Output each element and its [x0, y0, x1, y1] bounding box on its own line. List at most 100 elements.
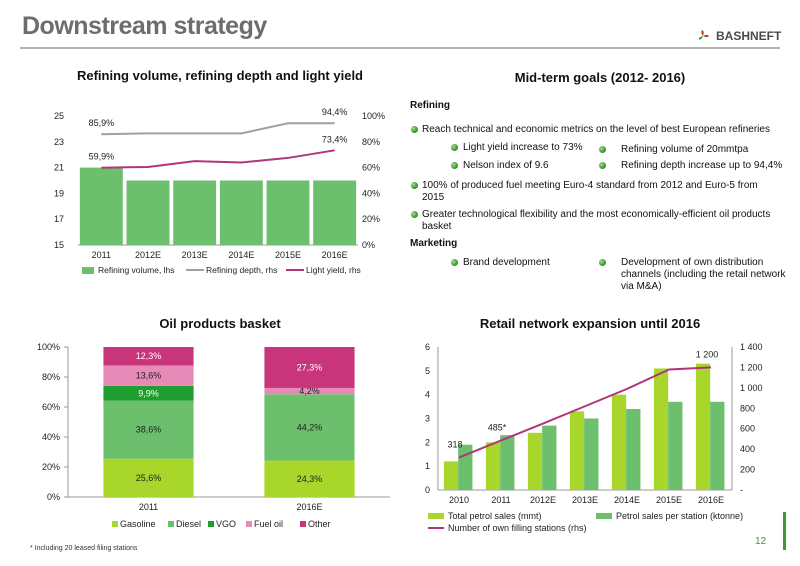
refining-chart: 15 17 19 21 23 25 0% 20% 40% 60% 80% 100% 2011 2012E 2… — [54, 107, 385, 275]
bullet-icon — [411, 182, 418, 189]
y-left-tick-label: 23 — [54, 137, 64, 147]
segment-label: 38,6% — [136, 425, 162, 435]
segment-label: 44,2% — [297, 422, 323, 432]
retail-chart-title: Retail network expansion until 2016 — [479, 316, 701, 331]
x-tick-label: 2015E — [275, 250, 301, 260]
vgo-segment — [103, 385, 194, 401]
logo-text: BASHNEFT — [716, 29, 782, 43]
legend-refining-volume-swatch — [82, 267, 94, 274]
page-accent-bar — [783, 512, 786, 550]
goal-sub-d: Refining depth increase up to 94,4% — [621, 160, 783, 171]
bullet-icon — [411, 211, 418, 218]
segment-label: 27,3% — [297, 362, 323, 372]
other-segment — [103, 347, 194, 366]
y-right-tick-label: - — [740, 485, 743, 495]
data-label: 59,9% — [89, 152, 115, 162]
goal-sub-b: Refining volume of 20mmtpa — [621, 144, 749, 155]
bullet-icon — [599, 259, 606, 266]
legend-other: Other — [308, 519, 331, 529]
x-tick-label: 2011 — [92, 250, 111, 260]
y-left-tick-label: 15 — [54, 240, 64, 250]
data-label: 73,4% — [322, 134, 348, 144]
retail-chart: 0 1 2 3 4 5 6 - 200 400 600 800 1 000 1 200 1 400 2010 2… — [425, 342, 763, 533]
goal-item-3: Greater technological flexibility and th… — [422, 209, 771, 232]
oil-basket-chart: 0% 20% 40% 60% 80% 100% 25,6% 38,6% 9,9% 13,6% 12,… — [37, 342, 390, 529]
x-tick-label: 2012E — [135, 250, 161, 260]
fuel-oil-segment — [264, 387, 355, 395]
legend-other-swatch — [300, 521, 306, 527]
data-label: 485* — [488, 422, 507, 432]
x-tick-label: 2013E — [572, 495, 598, 505]
y-tick-label: 80% — [42, 372, 60, 382]
legend-fuel-oil: Fuel oil — [254, 519, 283, 529]
bullet-icon — [451, 144, 458, 151]
x-tick-label: 2016E — [322, 250, 348, 260]
legend-petrol-per-station: Petrol sales per station (ktonne) — [616, 511, 743, 521]
y-left-tick-label: 25 — [54, 111, 64, 121]
petrol-sales-per-station-bar — [668, 401, 683, 490]
y-left-tick-label: 6 — [425, 342, 430, 352]
y-tick-label: 20% — [42, 462, 60, 472]
y-right-tick-label: 80% — [362, 137, 380, 147]
data-label: 85,9% — [89, 118, 115, 128]
gasoline-segment — [264, 460, 355, 497]
y-right-tick-label: 400 — [740, 444, 755, 454]
goal-sub-c: Nelson index of 9.6 — [463, 160, 549, 171]
goal-item-1: Reach technical and economic metrics on … — [422, 124, 770, 135]
diesel-segment — [264, 394, 355, 461]
petrol-sales-per-station-bar — [542, 425, 557, 490]
petrol-sales-per-station-bar — [626, 408, 641, 490]
x-tick-label: 2016E — [698, 495, 724, 505]
petrol-sales-per-station-bar — [500, 435, 515, 490]
x-tick-label: 2013E — [182, 250, 208, 260]
total-petrol-sales-bar — [653, 368, 669, 490]
segment-label: 12,3% — [136, 351, 162, 361]
y-left-tick-label: 21 — [54, 163, 64, 173]
marketing-heading: Marketing — [410, 238, 458, 249]
y-right-tick-label: 600 — [740, 424, 755, 434]
y-right-tick-label: 100% — [362, 111, 385, 121]
y-tick-label: 0% — [47, 492, 60, 502]
bullet-icon — [599, 146, 606, 153]
total-petrol-sales-bar — [695, 363, 711, 490]
refining-volume-bar — [126, 180, 170, 245]
marketing-item-1: Brand development — [463, 257, 550, 268]
y-right-tick-label: 40% — [362, 188, 380, 198]
y-tick-label: 60% — [42, 402, 60, 412]
gasoline-segment — [103, 458, 194, 497]
bullet-icon — [411, 126, 418, 133]
refining-volume-bar — [173, 180, 217, 245]
x-tick-label: 2012E — [530, 495, 556, 505]
legend-fuel-oil-swatch — [246, 521, 252, 527]
x-tick-label: 2014E — [614, 495, 640, 505]
y-right-tick-label: 1 400 — [740, 342, 763, 352]
title-divider — [20, 47, 780, 49]
total-petrol-sales-bar — [443, 461, 459, 490]
y-left-tick-label: 3 — [425, 414, 430, 424]
marketing-item-2: Development of own distribution channels… — [621, 257, 786, 292]
legend-vgo-swatch — [208, 521, 214, 527]
petrol-sales-per-station-bar — [710, 401, 725, 490]
segment-label: 25,6% — [136, 473, 162, 483]
refining-volume-bar — [266, 180, 310, 245]
filling-stations-line — [458, 366, 712, 459]
refining-volume-bar — [313, 180, 357, 245]
footnote: * Including 20 leased filing stations — [30, 545, 138, 552]
bullet-icon — [451, 259, 458, 266]
x-tick-label: 2014E — [228, 250, 254, 260]
other-segment — [264, 347, 355, 388]
refining-depth-line — [101, 122, 335, 136]
data-label: 94,4% — [322, 107, 348, 117]
legend-diesel-swatch — [168, 521, 174, 527]
refining-volume-bar — [79, 167, 123, 245]
legend-refining-volume: Refining volume, lhs — [98, 265, 175, 275]
total-petrol-sales-bar — [611, 394, 627, 490]
light-yield-line — [101, 149, 335, 169]
legend-total-petrol-sales: Total petrol sales (mmt) — [448, 511, 542, 521]
basket-chart-title: Oil products basket — [159, 316, 281, 331]
x-tick-label: 2016E — [296, 502, 322, 512]
diesel-segment — [103, 400, 194, 459]
y-tick-label: 40% — [42, 432, 60, 442]
x-tick-label: 2011 — [139, 502, 158, 512]
page-title: Downstream strategy — [22, 12, 267, 40]
